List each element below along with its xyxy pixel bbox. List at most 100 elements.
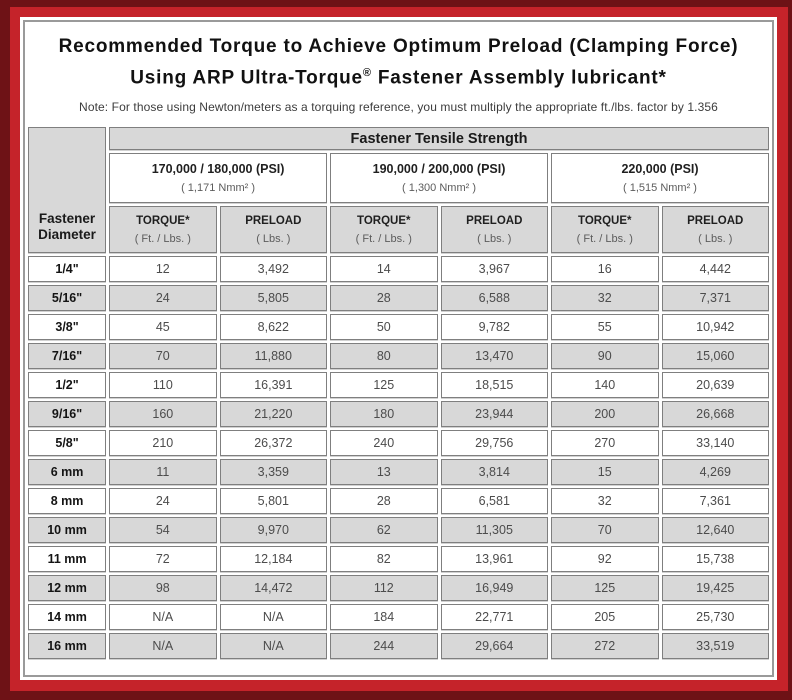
torque-value-cell: 55 xyxy=(551,314,659,341)
table-row: 7/16" 70 11,880 80 13,470 90 15,060 xyxy=(28,343,769,370)
torque-value-cell: 125 xyxy=(551,575,659,602)
psi-header-220: 220,000 (PSI) ( 1,515 Nmm² ) xyxy=(551,153,769,204)
preload-value-cell: 26,372 xyxy=(219,430,328,457)
preload-value-cell: 4,269 xyxy=(661,459,769,486)
preload-value-cell: 11,880 xyxy=(219,343,328,370)
diameter-cell: 6 mm xyxy=(28,459,107,486)
preload-value-cell: 7,361 xyxy=(661,488,769,515)
torque-value-cell: 210 xyxy=(109,430,217,457)
torque-value-cell: 184 xyxy=(330,604,438,631)
conversion-note: Note: For those using Newton/meters as a… xyxy=(79,100,718,115)
preload-value-cell: 3,967 xyxy=(440,256,549,283)
torque-value-cell: 98 xyxy=(109,575,217,602)
diameter-cell: 11 mm xyxy=(28,546,107,573)
preload-value-cell: 29,756 xyxy=(440,430,549,457)
psi-row: 170,000 / 180,000 (PSI) ( 1,171 Nmm² ) 1… xyxy=(28,153,769,204)
table-row: 3/8" 45 8,622 50 9,782 55 10,942 xyxy=(28,314,769,341)
preload-value-cell: N/A xyxy=(219,633,328,660)
torque-value-cell: 13 xyxy=(330,459,438,486)
registered-mark: ® xyxy=(362,67,372,79)
torque-value-cell: 82 xyxy=(330,546,438,573)
diameter-header-cell: Fastener Diameter xyxy=(28,127,107,254)
torque-value-cell: 28 xyxy=(330,488,438,515)
torque-value-cell: 180 xyxy=(330,401,438,428)
torque-value-cell: 24 xyxy=(109,488,217,515)
preload-value-cell: 3,492 xyxy=(219,256,328,283)
preload-value-cell: 23,944 xyxy=(440,401,549,428)
preload-value-cell: 8,622 xyxy=(219,314,328,341)
psi-header-190: 190,000 / 200,000 (PSI) ( 1,300 Nmm² ) xyxy=(330,153,549,204)
page-title-line1: Recommended Torque to Achieve Optimum Pr… xyxy=(58,36,739,57)
tensile-strength-header: Fastener Tensile Strength xyxy=(109,127,769,151)
psi-main: 190,000 / 200,000 (PSI) xyxy=(372,162,506,177)
torque-spec-table: Fastener Diameter Fastener Tensile Stren… xyxy=(25,124,772,662)
diameter-cell: 7/16" xyxy=(28,343,107,370)
preload-value-cell: 5,805 xyxy=(219,285,328,312)
preload-value-cell: 3,814 xyxy=(440,459,549,486)
preload-value-cell: 20,639 xyxy=(661,372,769,399)
diameter-cell: 1/2" xyxy=(28,372,107,399)
page-title-line2: Using ARP Ultra-Torque® Fastener Assembl… xyxy=(25,60,772,91)
preload-value-cell: 33,140 xyxy=(661,430,769,457)
diameter-cell: 8 mm xyxy=(28,488,107,515)
torque-value-cell: 80 xyxy=(330,343,438,370)
table-row: 5/16" 24 5,805 28 6,588 32 7,371 xyxy=(28,285,769,312)
psi-sub: ( 1,171 Nmm² ) xyxy=(181,182,256,195)
table-row: 5/8" 210 26,372 240 29,756 270 33,140 xyxy=(28,430,769,457)
title-block: Recommended Torque to Achieve Optimum Pr… xyxy=(25,33,772,91)
tensile-strength-row: Fastener Diameter Fastener Tensile Stren… xyxy=(28,127,769,254)
torque-value-cell: 14 xyxy=(330,256,438,283)
diameter-cell: 12 mm xyxy=(28,575,107,602)
table-row: 1/2" 110 16,391 125 18,515 140 20,639 xyxy=(28,372,769,399)
preload-value-cell: 29,664 xyxy=(440,633,549,660)
psi-main: 220,000 (PSI) xyxy=(621,162,699,177)
preload-value-cell: 13,470 xyxy=(440,343,549,370)
preload-value-cell: 14,472 xyxy=(219,575,328,602)
table-row: 12 mm 98 14,472 112 16,949 125 19,425 xyxy=(28,575,769,602)
preload-value-cell: 12,640 xyxy=(661,517,769,544)
torque-value-cell: 12 xyxy=(109,256,217,283)
torque-value-cell: N/A xyxy=(109,633,217,660)
red-frame: Recommended Torque to Achieve Optimum Pr… xyxy=(10,7,788,691)
table-row: 8 mm 24 5,801 28 6,581 32 7,361 xyxy=(28,488,769,515)
torque-value-cell: 270 xyxy=(551,430,659,457)
preload-value-cell: 15,060 xyxy=(661,343,769,370)
preload-value-cell: 6,588 xyxy=(440,285,549,312)
torque-value-cell: 70 xyxy=(551,517,659,544)
torque-value-cell: 24 xyxy=(109,285,217,312)
table-row: 10 mm 54 9,970 62 11,305 70 12,640 xyxy=(28,517,769,544)
preload-value-cell: 12,184 xyxy=(219,546,328,573)
torque-value-cell: 72 xyxy=(109,546,217,573)
preload-value-cell: 9,782 xyxy=(440,314,549,341)
diameter-cell: 10 mm xyxy=(28,517,107,544)
torque-value-cell: 15 xyxy=(551,459,659,486)
torque-value-cell: 28 xyxy=(330,285,438,312)
torque-value-cell: N/A xyxy=(109,604,217,631)
table-row: 9/16" 160 21,220 180 23,944 200 26,668 xyxy=(28,401,769,428)
torque-value-cell: 32 xyxy=(551,285,659,312)
table-row: 1/4" 12 3,492 14 3,967 16 4,442 xyxy=(28,256,769,283)
torque-value-cell: 205 xyxy=(551,604,659,631)
preload-value-cell: 4,442 xyxy=(661,256,769,283)
diameter-cell: 9/16" xyxy=(28,401,107,428)
preload-value-cell: 22,771 xyxy=(440,604,549,631)
preload-value-cell: 10,942 xyxy=(661,314,769,341)
torque-value-cell: 32 xyxy=(551,488,659,515)
psi-main: 170,000 / 180,000 (PSI) xyxy=(151,162,285,177)
table-row: 16 mm N/A N/A 244 29,664 272 33,519 xyxy=(28,633,769,660)
torque-value-cell: 240 xyxy=(330,430,438,457)
diameter-cell: 14 mm xyxy=(28,604,107,631)
preload-value-cell: 5,801 xyxy=(219,488,328,515)
torque-value-cell: 200 xyxy=(551,401,659,428)
table-row: 11 mm 72 12,184 82 13,961 92 15,738 xyxy=(28,546,769,573)
torque-value-cell: 92 xyxy=(551,546,659,573)
torque-value-cell: 54 xyxy=(109,517,217,544)
preload-value-cell: 3,359 xyxy=(219,459,328,486)
preload-value-cell: 26,668 xyxy=(661,401,769,428)
torque-value-cell: 90 xyxy=(551,343,659,370)
preload-value-cell: 16,949 xyxy=(440,575,549,602)
diameter-cell: 3/8" xyxy=(28,314,107,341)
title-line2-pre: Using ARP Ultra-Torque xyxy=(130,67,363,89)
torque-value-cell: 112 xyxy=(330,575,438,602)
